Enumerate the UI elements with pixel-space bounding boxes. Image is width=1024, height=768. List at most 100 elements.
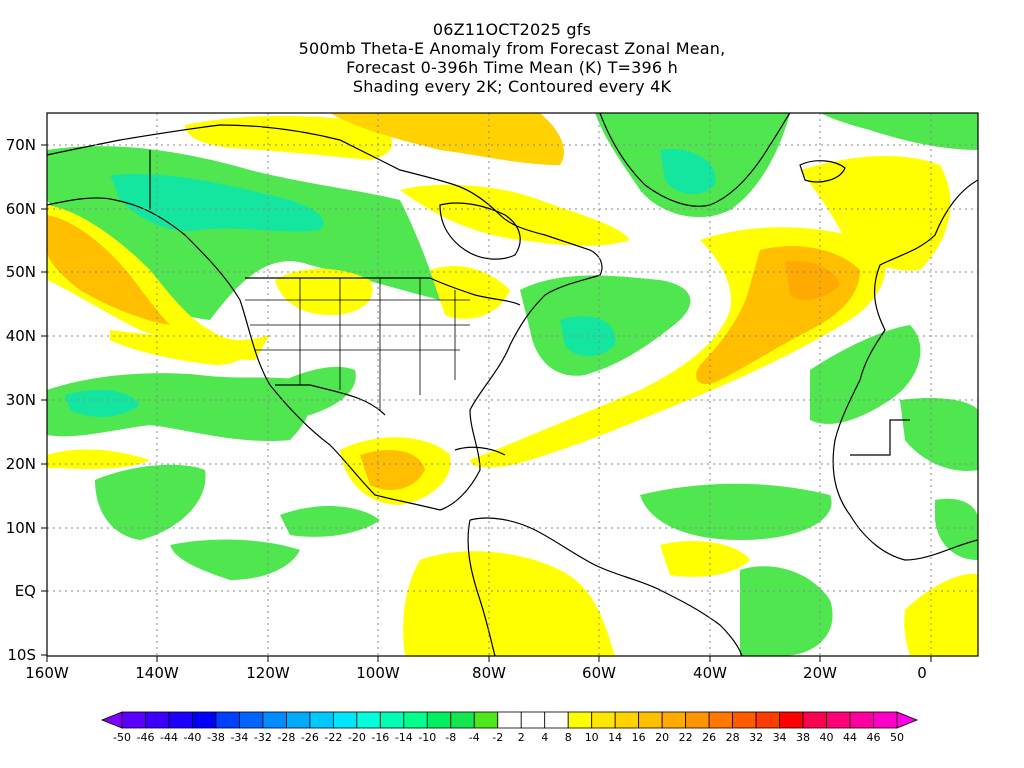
shade-green-sw-us (255, 366, 356, 417)
colorbar-box (614, 711, 640, 729)
longitude-labels: 160W 140W 120W 100W 80W 60W 40W 20W 0 (25, 664, 927, 682)
lat-label-70n: 70N (6, 136, 36, 154)
colorbar-box (638, 711, 663, 729)
shade-yellow-nw-europe (800, 155, 951, 271)
colorbar-tick-label: 44 (843, 731, 857, 744)
shade-orange-mexico (360, 450, 425, 490)
lon-label-160w: 160W (25, 664, 69, 682)
colorbar-tick-label: 10 (585, 731, 599, 744)
title-line-2: 500mb Theta-E Anomaly from Forecast Zona… (298, 39, 726, 58)
colorbar-tick-label: 20 (655, 731, 669, 744)
shading-layer (47, 113, 978, 656)
colorbar-tick-label: 26 (702, 731, 716, 744)
coast-hudson-bay (439, 202, 521, 260)
shade-orange-arctic (330, 113, 564, 165)
colorbar-tick-label: 22 (679, 731, 693, 744)
colorbar-tick-label: -10 (418, 731, 436, 744)
colorbar-box (426, 711, 452, 729)
colorbar-tick-label: -28 (277, 731, 295, 744)
shade-green-africa (900, 398, 978, 471)
colorbar (100, 711, 919, 729)
shade-yellow-us-central (275, 268, 373, 315)
colorbar-tick-label: 16 (632, 731, 646, 744)
colorbar-box (497, 711, 522, 729)
colorbar-tick-label: -14 (395, 731, 413, 744)
lat-label-50n: 50N (6, 263, 36, 281)
shade-green-trop-pac-1 (95, 464, 206, 540)
colorbar-box (826, 711, 851, 729)
graticule (47, 113, 978, 656)
colorbar-box (685, 711, 710, 729)
colorbar-tick-label: -32 (254, 731, 272, 744)
lon-label-40w: 40W (693, 664, 727, 682)
lat-label-40n: 40N (6, 327, 36, 345)
colorbar-tick-label: 34 (773, 731, 787, 744)
colorbar-box (849, 711, 874, 729)
colorbar-box (403, 711, 428, 729)
colorbar-box (215, 711, 240, 729)
colorbar-box (473, 711, 499, 729)
border-w-sahara (850, 419, 910, 456)
colorbar-box (379, 711, 405, 729)
shade-yellow-us-south (110, 330, 244, 365)
colorbar-tick-label: -44 (160, 731, 178, 744)
shade-green-ne-atlantic (810, 325, 921, 424)
map-frame (46, 112, 979, 657)
shade-green-arctic-e (820, 113, 978, 150)
colorbar-arrow-left (100, 711, 123, 729)
colorbar-box (239, 711, 264, 729)
colorbar-arrow-right (896, 711, 919, 729)
colorbar-box (708, 711, 734, 729)
shade-yellow-hudson (400, 184, 630, 246)
colorbar-tick-label: -38 (207, 731, 225, 744)
colorbar-tick-label: 32 (749, 731, 763, 744)
shade-yellow-s-america (403, 551, 615, 656)
lat-label-20n: 20N (6, 455, 36, 473)
shade-yellow-w-canada (185, 116, 393, 160)
coast-greenland (599, 113, 791, 207)
colorbar-box (356, 711, 381, 729)
colorbar-box (450, 711, 475, 729)
colorbar-tick-label: -50 (113, 731, 131, 744)
colorbar-box (145, 711, 170, 729)
lat-label-30n: 30N (6, 391, 36, 409)
shade-yellow-great-lakes (430, 266, 510, 319)
coastlines-layer (47, 113, 978, 656)
lon-label-0: 0 (917, 664, 927, 682)
shade-yellow-africa-se (904, 573, 978, 656)
colorbar-tick-label: -8 (445, 731, 456, 744)
colorbar-tick-label: 38 (796, 731, 810, 744)
shade-green-trop-pac-3 (280, 505, 380, 537)
shade-yellow-west-coast (47, 205, 270, 360)
shade-green-east-pac (47, 373, 311, 442)
colorbar-tick-label: -40 (183, 731, 201, 744)
colorbar-box (262, 711, 287, 729)
coast-north-america (47, 124, 603, 511)
colorbar-box (332, 711, 358, 729)
colorbar-box (192, 711, 217, 729)
shade-green-greenland-core (660, 149, 716, 195)
colorbar-box (873, 711, 898, 729)
colorbar-box (661, 711, 687, 729)
latitude-labels: 70N 60N 50N 40N 30N 20N 10N EQ 10S (6, 136, 36, 664)
coast-cuba (454, 446, 506, 456)
colorbar-box (168, 711, 193, 729)
colorbar-tick-label: -2 (492, 731, 503, 744)
colorbar-tick-label: -26 (301, 731, 319, 744)
colorbar-box (520, 711, 546, 729)
colorbar-box (755, 711, 780, 729)
colorbar-tick-label: -46 (137, 731, 155, 744)
colorbar-tick-label: 4 (541, 731, 548, 744)
coast-europe-africa (832, 179, 978, 561)
title-line-4: Shading every 2K; Contoured every 4K (352, 77, 672, 96)
lon-label-60w: 60W (582, 664, 616, 682)
colorbar-tick-label: 46 (867, 731, 881, 744)
shade-green-s-atlantic (740, 566, 833, 656)
colorbar-box (567, 711, 593, 729)
shade-green-alaska-core (110, 174, 324, 232)
colorbar-box (591, 711, 616, 729)
shade-green-africa-s (935, 498, 978, 560)
shade-yellow-atl-eq (660, 540, 750, 577)
lat-label-eq: EQ (15, 582, 36, 600)
colorbar-box (544, 711, 569, 729)
